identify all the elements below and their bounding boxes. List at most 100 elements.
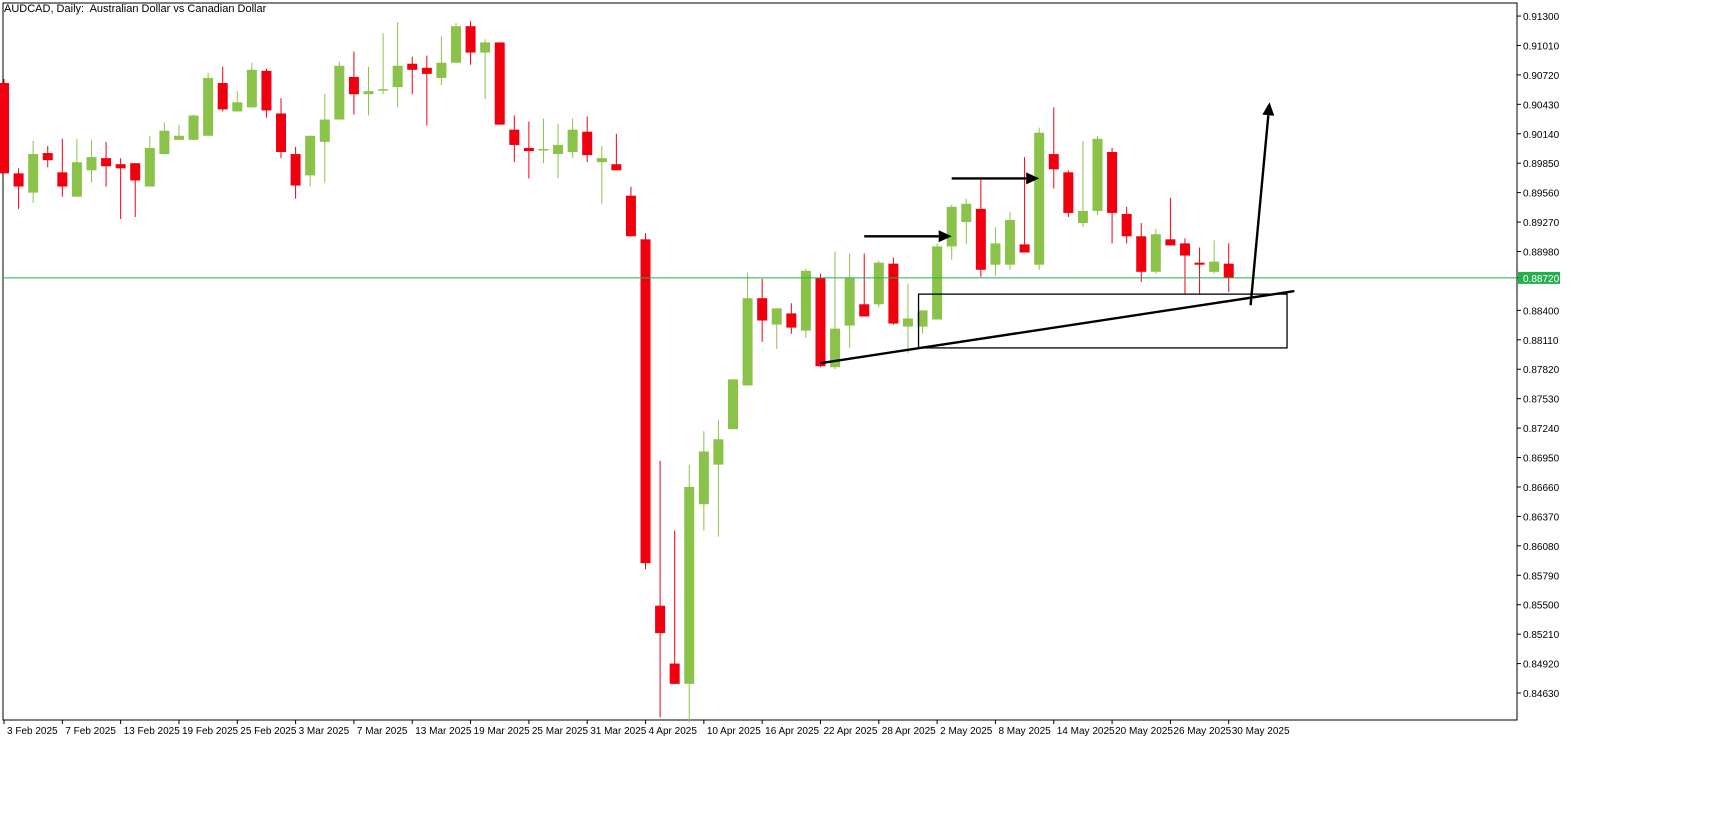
bull-candle bbox=[1005, 220, 1016, 265]
y-tick-label: 0.87820 bbox=[1523, 365, 1560, 376]
bear-candle bbox=[276, 113, 287, 153]
bear-candle bbox=[1165, 239, 1176, 246]
y-tick-label: 0.85500 bbox=[1523, 601, 1560, 612]
bull-candle bbox=[1092, 138, 1103, 211]
y-tick-label: 0.86080 bbox=[1523, 542, 1560, 553]
bear-candle bbox=[13, 173, 24, 187]
bull-candle bbox=[990, 243, 1001, 265]
y-tick-label: 0.84630 bbox=[1523, 689, 1560, 700]
bear-candle bbox=[815, 277, 826, 367]
bull-candle bbox=[28, 154, 39, 193]
bull-candle bbox=[844, 277, 855, 326]
bear-candle bbox=[888, 263, 899, 324]
bull-candle bbox=[71, 162, 82, 197]
bear-candle bbox=[0, 83, 9, 174]
bear-candle bbox=[640, 239, 651, 564]
y-tick-label: 0.90720 bbox=[1523, 71, 1560, 82]
y-tick-label: 0.87240 bbox=[1523, 424, 1560, 435]
y-tick-label: 0.86950 bbox=[1523, 454, 1560, 465]
bull-candle bbox=[1209, 261, 1220, 272]
y-tick-label: 0.86660 bbox=[1523, 483, 1560, 494]
bear-candle bbox=[115, 164, 126, 169]
bull-candle bbox=[873, 262, 884, 305]
y-tick-label: 0.89270 bbox=[1523, 218, 1560, 229]
bear-candle bbox=[494, 42, 505, 125]
bear-candle bbox=[1063, 172, 1074, 213]
bull-candle bbox=[902, 318, 913, 327]
bear-candle bbox=[348, 76, 359, 95]
bear-candle bbox=[407, 63, 418, 70]
bear-candle bbox=[290, 154, 301, 186]
ascending-trendline bbox=[820, 289, 1295, 365]
bull-candle bbox=[830, 328, 841, 368]
x-tick-label: 13 Mar 2025 bbox=[415, 726, 472, 737]
bull-candle bbox=[538, 148, 549, 151]
bull-candle bbox=[305, 135, 316, 176]
bull-candle bbox=[378, 89, 389, 91]
bull-candle bbox=[932, 246, 943, 320]
bull-candle bbox=[144, 147, 155, 187]
bull-candle bbox=[363, 91, 374, 95]
y-tick-label: 0.89850 bbox=[1523, 159, 1560, 170]
bull-candle bbox=[480, 42, 491, 53]
x-tick-label: 7 Mar 2025 bbox=[357, 726, 408, 737]
bear-candle bbox=[859, 304, 870, 317]
current-price-tag bbox=[1518, 271, 1560, 284]
y-tick-label: 0.90140 bbox=[1523, 130, 1560, 141]
x-tick-label: 25 Feb 2025 bbox=[240, 726, 297, 737]
bull-candle bbox=[86, 157, 97, 171]
chart-title: AUDCAD, Daily: Australian Dollar vs Cana… bbox=[4, 3, 267, 15]
x-tick-label: 7 Feb 2025 bbox=[65, 726, 116, 737]
bear-candle bbox=[1223, 263, 1234, 278]
x-tick-label: 13 Feb 2025 bbox=[124, 726, 181, 737]
bear-candle bbox=[42, 153, 53, 161]
bull-candle bbox=[450, 26, 461, 63]
bull-candle bbox=[159, 130, 170, 155]
y-tick-label: 0.88400 bbox=[1523, 306, 1560, 317]
bear-candle bbox=[261, 70, 272, 111]
x-tick-label: 31 Mar 2025 bbox=[590, 726, 647, 737]
x-tick-label: 20 May 2025 bbox=[1115, 726, 1173, 737]
y-tick-label: 0.87530 bbox=[1523, 395, 1560, 406]
bull-candle bbox=[553, 144, 564, 155]
bull-candle bbox=[436, 62, 447, 78]
bull-candle bbox=[567, 129, 578, 153]
y-tick-label: 0.84920 bbox=[1523, 660, 1560, 671]
bear-candle bbox=[611, 164, 622, 171]
y-tick-label: 0.90430 bbox=[1523, 100, 1560, 111]
bear-candle bbox=[421, 67, 432, 74]
candles-layer bbox=[0, 21, 1234, 723]
bull-candle bbox=[946, 206, 957, 247]
bull-candle bbox=[698, 451, 709, 505]
bull-candle bbox=[917, 310, 928, 327]
bear-candle bbox=[1136, 236, 1147, 272]
x-axis: 3 Feb 2025 7 Feb 2025 13 Feb 2025 19 Feb 20… bbox=[3, 720, 1290, 737]
x-tick-label: 16 Apr 2025 bbox=[765, 726, 819, 737]
x-tick-label: 22 Apr 2025 bbox=[823, 726, 877, 737]
bull-candle bbox=[713, 439, 724, 465]
bear-candle bbox=[1179, 243, 1190, 256]
bull-candle bbox=[203, 77, 214, 136]
bear-candle bbox=[1019, 244, 1030, 253]
y-axis: 0.91300 0.91010 0.90720 0.90430 0.90140 0.898… bbox=[1517, 12, 1560, 700]
x-tick-label: 14 May 2025 bbox=[1057, 726, 1115, 737]
bear-candle bbox=[1121, 213, 1132, 237]
bull-candle bbox=[596, 158, 607, 163]
bear-candle bbox=[582, 131, 593, 156]
bull-candle bbox=[246, 69, 257, 108]
x-tick-label: 3 Mar 2025 bbox=[299, 726, 350, 737]
bull-candle bbox=[961, 203, 972, 223]
y-tick-label: 0.89560 bbox=[1523, 189, 1560, 200]
plot-area bbox=[2, 2, 1518, 721]
support-zone-box bbox=[917, 293, 1288, 349]
x-tick-label: 25 Mar 2025 bbox=[532, 726, 589, 737]
bear-candle bbox=[757, 298, 768, 321]
bear-candle bbox=[465, 26, 476, 53]
annotation-arrow-shaft bbox=[1249, 115, 1270, 306]
x-tick-label: 2 May 2025 bbox=[940, 726, 993, 737]
x-tick-label: 28 Apr 2025 bbox=[882, 726, 936, 737]
bull-candle bbox=[173, 135, 184, 140]
bear-candle bbox=[217, 83, 228, 110]
bull-candle bbox=[742, 298, 753, 386]
y-tick-label: 0.91010 bbox=[1523, 41, 1560, 52]
